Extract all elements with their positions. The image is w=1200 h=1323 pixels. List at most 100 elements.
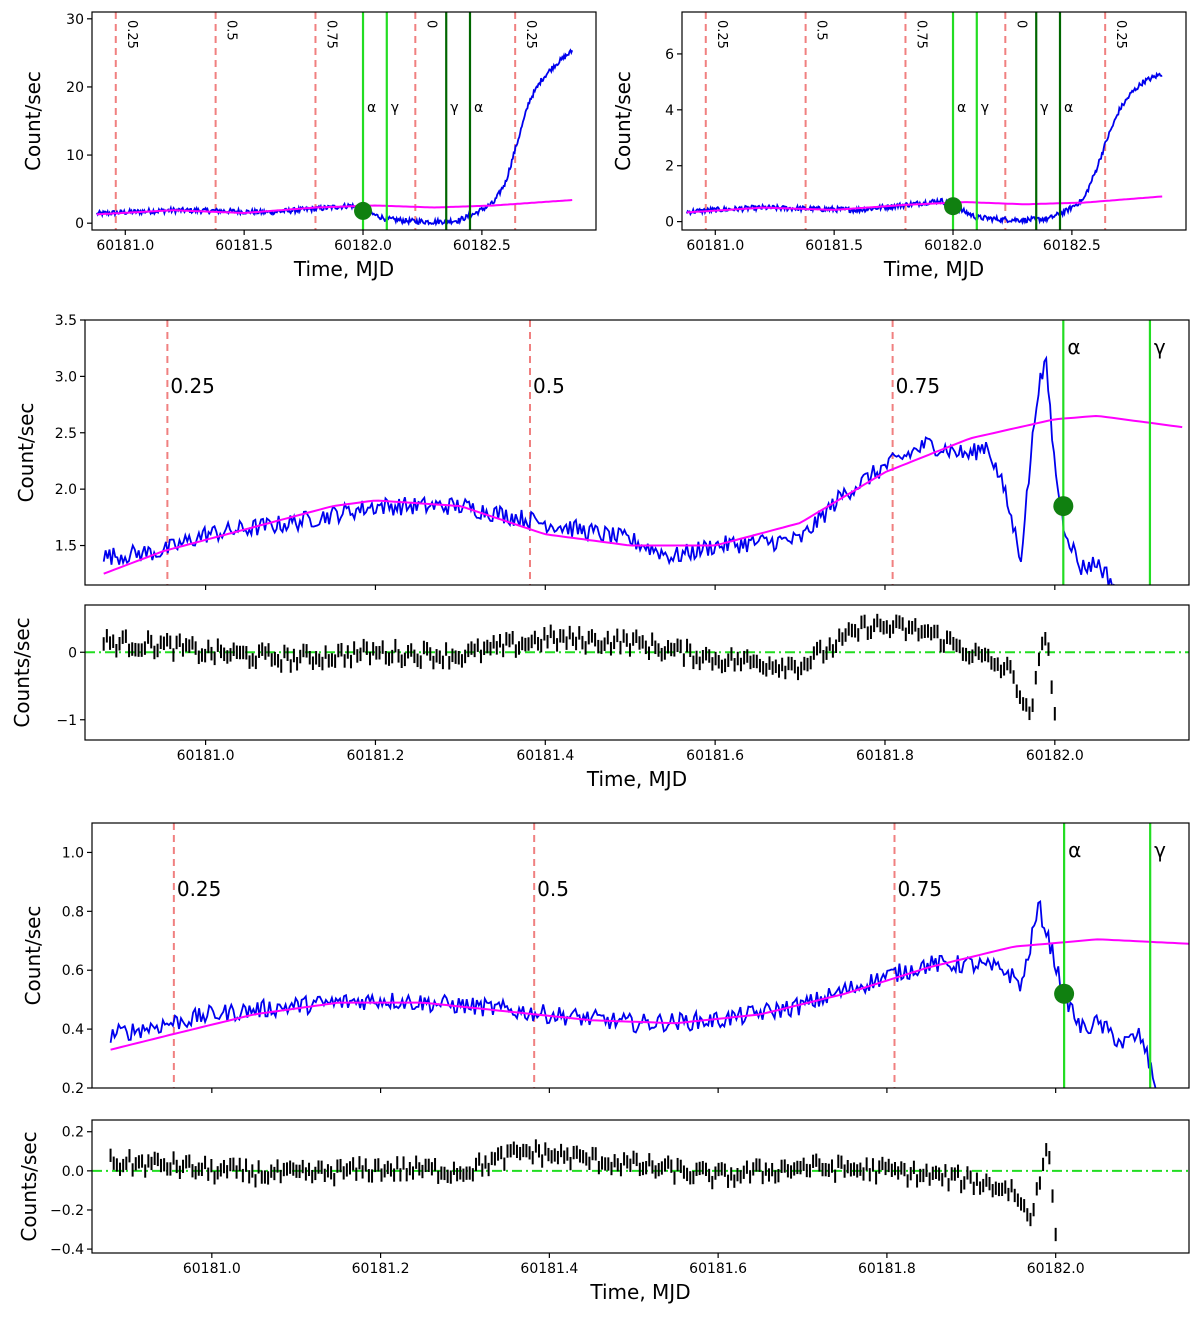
y-tick-label: 1.0 xyxy=(62,845,84,861)
phase-label: 0.5 xyxy=(537,877,569,901)
x-axis-label: Time, MJD xyxy=(293,257,394,281)
phase-label: 0.25 xyxy=(523,20,538,49)
event-label: γ xyxy=(1154,335,1166,359)
x-tick-label: 60181.6 xyxy=(689,1261,747,1277)
y-tick-label: 20 xyxy=(66,80,84,96)
event-label: α xyxy=(1068,838,1081,862)
y-tick-label: −0.4 xyxy=(50,1242,84,1258)
event-marker xyxy=(354,201,373,220)
y-tick-label: 3.0 xyxy=(55,369,77,385)
y-tick-label: 3.5 xyxy=(55,313,77,329)
axes-frame xyxy=(91,1119,1190,1254)
y-tick-label: −1 xyxy=(56,713,77,729)
event-label: α xyxy=(957,100,966,116)
axes-frame xyxy=(91,822,1190,1089)
x-tick-label: 60181.0 xyxy=(177,748,235,764)
plot-area xyxy=(685,12,1163,230)
y-tick-label: 0.0 xyxy=(62,1164,84,1180)
x-tick-label: 60182.0 xyxy=(1026,748,1084,764)
x-tick-label: 60181.5 xyxy=(805,238,863,254)
y-tick-label: 10 xyxy=(66,148,84,164)
x-tick-label: 60182.0 xyxy=(1027,1261,1085,1277)
phase-label: 0.25 xyxy=(177,877,222,901)
x-tick-label: 60181.6 xyxy=(686,748,744,764)
x-tick-label: 60181.5 xyxy=(215,238,273,254)
event-label: γ xyxy=(1040,100,1048,116)
y-axis-label: Count/sec xyxy=(611,71,635,171)
panel-bottom_main: 0.25 0.5 0.75 α γ 0.2 0.4 0.6 0.8 1.0 Count/sec xyxy=(21,822,1190,1097)
phase-label: 0.75 xyxy=(897,877,942,901)
phase-label: 0.25 xyxy=(124,20,139,49)
event-label: α xyxy=(367,100,376,116)
plot-area xyxy=(92,1139,1189,1242)
x-axis-label: Time, MJD xyxy=(883,257,984,281)
x-tick-label: 60181.8 xyxy=(858,1261,916,1277)
y-tick-label: 0.8 xyxy=(62,904,84,920)
x-tick-label: 60181.2 xyxy=(352,1261,410,1277)
y-tick-label: 0.6 xyxy=(62,963,84,979)
phase-label: 0.75 xyxy=(913,20,928,49)
x-tick-label: 60182.5 xyxy=(1043,238,1101,254)
y-axis-label: Count/sec xyxy=(21,906,45,1006)
event-label: γ xyxy=(981,100,989,116)
x-tick-label: 60182.5 xyxy=(453,238,511,254)
light-curve-line xyxy=(685,71,1163,226)
phase-label: 0.5 xyxy=(224,20,239,41)
event-label: α xyxy=(474,100,483,116)
event-label: γ xyxy=(1154,838,1166,862)
panel-middle_main: 0.25 0.5 0.75 α γ 1.5 2.0 2.5 3.0 3.5 Count/sec xyxy=(14,313,1190,590)
axes-frame xyxy=(681,11,1187,231)
y-tick-label: 0.4 xyxy=(62,1022,84,1038)
y-tick-label: 0.2 xyxy=(62,1081,84,1097)
plot-area xyxy=(102,320,1183,585)
x-tick-label: 60181.0 xyxy=(686,238,744,254)
event-marker xyxy=(1053,496,1074,517)
y-axis-label: Count/sec xyxy=(14,403,38,503)
phase-label: 0.25 xyxy=(1113,20,1128,49)
model-curve-line xyxy=(96,199,573,216)
phase-label: 0 xyxy=(1013,20,1028,28)
event-label: α xyxy=(1064,100,1073,116)
axes-frame xyxy=(84,604,1190,741)
x-axis-label: Time, MJD xyxy=(586,767,687,791)
light-curve-line xyxy=(102,355,1116,585)
y-axis-label: Counts/sec xyxy=(17,1131,41,1241)
phase-label: 0.75 xyxy=(896,374,941,398)
phase-label: 0.5 xyxy=(533,374,565,398)
y-tick-label: 0.2 xyxy=(62,1125,84,1141)
axes-frame xyxy=(84,319,1190,586)
y-tick-label: 30 xyxy=(66,12,84,28)
model-curve-line xyxy=(103,414,1183,575)
light-curve-line xyxy=(95,48,574,227)
y-tick-label: 4 xyxy=(665,103,674,119)
phase-label: 0 xyxy=(423,20,438,28)
phase-label: 0.25 xyxy=(714,20,729,49)
x-tick-label: 60182.0 xyxy=(924,238,982,254)
y-tick-label: 2.5 xyxy=(55,426,77,442)
light-curve-line xyxy=(109,900,1157,1088)
y-tick-label: 2 xyxy=(665,159,674,175)
plot-area xyxy=(95,12,574,230)
x-tick-label: 60181.0 xyxy=(183,1261,241,1277)
y-tick-label: 6 xyxy=(665,47,674,63)
x-tick-label: 60181.2 xyxy=(346,748,404,764)
x-tick-label: 60181.4 xyxy=(520,1261,578,1277)
model-curve-line xyxy=(686,195,1163,214)
plot-area xyxy=(109,823,1189,1088)
panel-bottom_residuals: 60181.0 60181.2 60181.4 60181.6 60181.8 60182… xyxy=(17,1119,1190,1304)
model-curve-line xyxy=(110,938,1189,1051)
event-marker xyxy=(944,197,963,216)
axes-frame xyxy=(91,11,597,231)
event-label: γ xyxy=(391,100,399,116)
phase-label: 0.25 xyxy=(170,374,215,398)
event-label: α xyxy=(1067,335,1080,359)
phase-label: 0.75 xyxy=(323,20,338,49)
x-tick-label: 60182.0 xyxy=(334,238,392,254)
y-tick-label: 1.5 xyxy=(55,539,77,555)
event-marker xyxy=(1054,983,1075,1004)
x-tick-label: 60181.0 xyxy=(96,238,154,254)
y-tick-label: 0 xyxy=(68,645,77,661)
panel-middle_residuals: 60181.0 60181.2 60181.4 60181.6 60181.8 60182… xyxy=(10,604,1190,791)
